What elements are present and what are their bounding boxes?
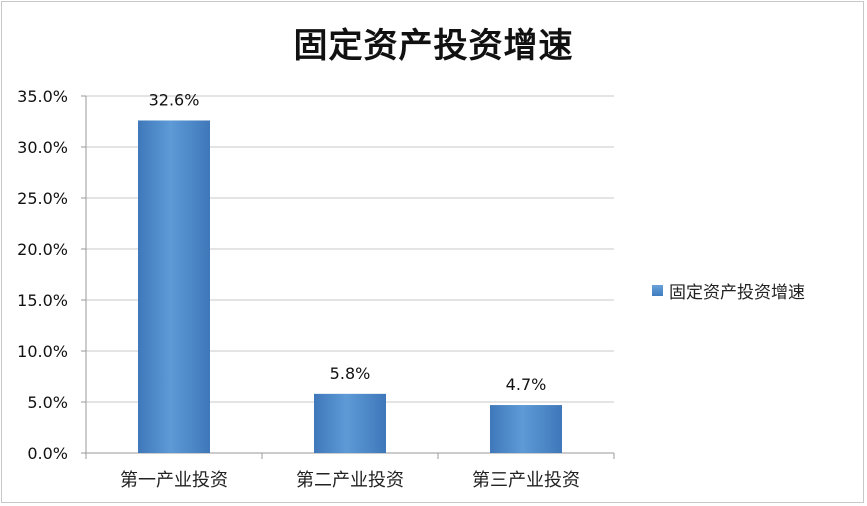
y-tick-label: 15.0% [17, 291, 68, 310]
y-tick-label: 20.0% [17, 240, 68, 259]
y-tick-label: 10.0% [17, 342, 68, 361]
bar [138, 120, 210, 453]
bar [314, 393, 386, 453]
y-tick-label: 25.0% [17, 189, 68, 208]
x-tick-label: 第一产业投资 [120, 470, 228, 491]
legend-swatch [652, 284, 663, 296]
legend: 固定资产投资增速 [652, 278, 805, 303]
y-tick-label: 35.0% [17, 87, 68, 106]
chart-title: 固定资产投资增速 [293, 26, 574, 66]
bar [490, 405, 562, 453]
y-tick-label: 5.0% [27, 393, 68, 412]
data-label: 5.8% [330, 364, 371, 383]
legend-label: 固定资产投资增速 [669, 282, 805, 303]
data-label: 32.6% [149, 90, 200, 109]
data-label: 4.7% [506, 375, 547, 394]
y-tick-label: 30.0% [17, 138, 68, 157]
x-tick-label: 第三产业投资 [472, 470, 580, 491]
x-tick-label: 第二产业投资 [296, 470, 404, 491]
y-tick-label: 0.0% [27, 444, 68, 463]
